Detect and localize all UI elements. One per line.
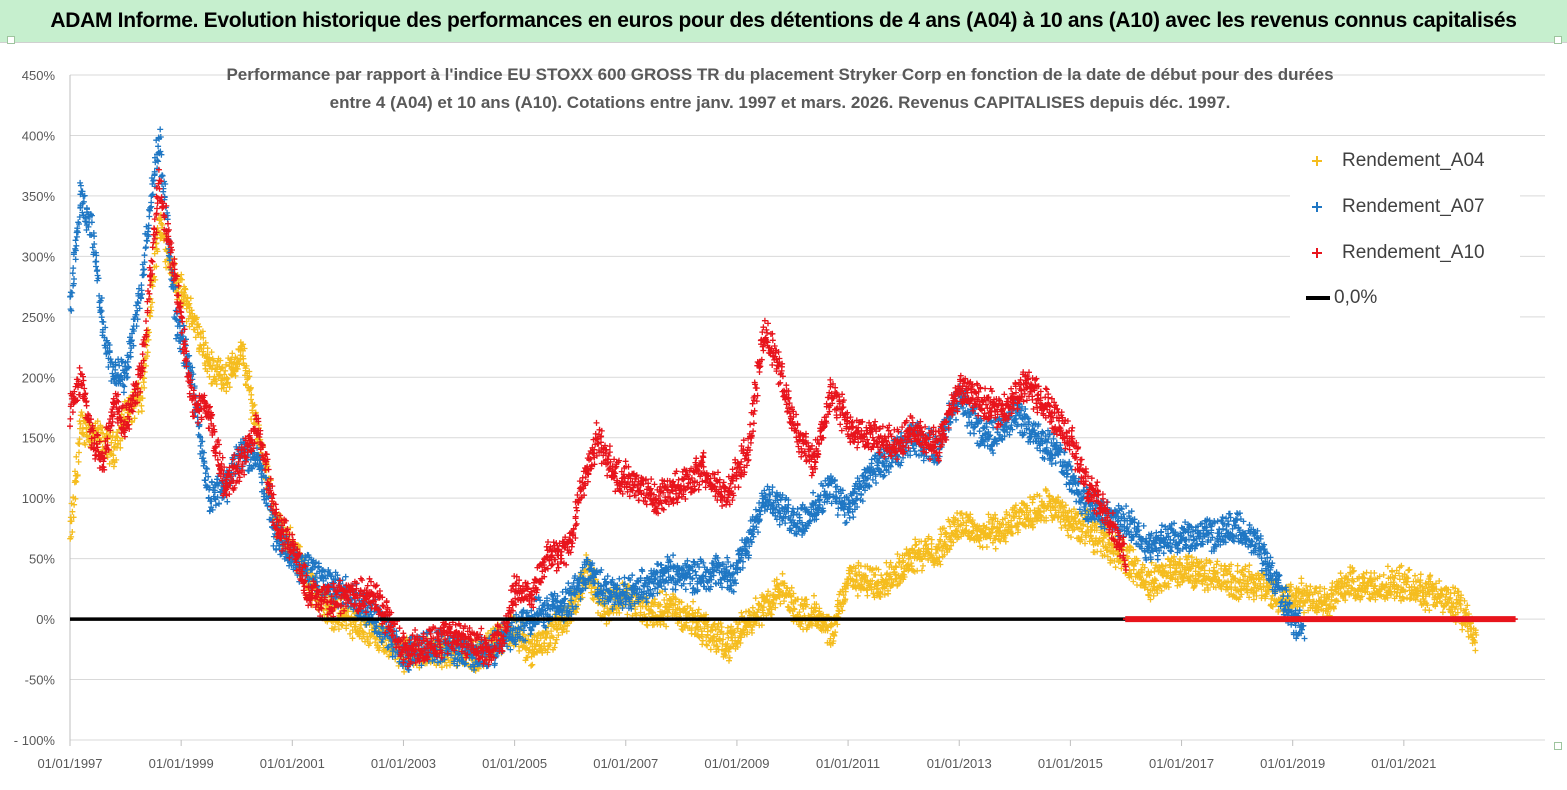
y-tick-label: 200%	[22, 370, 56, 385]
y-tick-label: 300%	[22, 249, 56, 264]
chart-resize-handle-bottom-right[interactable]	[1554, 742, 1562, 750]
y-tick-label: -50%	[25, 673, 56, 688]
x-tick-label: 01/01/2011	[816, 756, 880, 771]
chart-title-line-2: entre 4 (A04) et 10 ans (A10). Cotations…	[329, 93, 1231, 112]
plus-icon	[1312, 248, 1322, 258]
x-tick-label: 01/01/1999	[149, 756, 214, 771]
banner-resize-handle-left[interactable]	[7, 36, 15, 44]
legend-item-a04: Rendement_A04	[1290, 146, 1520, 176]
x-tick-label: 01/01/2007	[593, 756, 658, 771]
y-axis-ticks: 450% 400% 350% 300% 250% 200% 150% 100% 50% 0% -50…	[14, 68, 56, 748]
legend-label-a04: Rendement_A04	[1342, 150, 1485, 171]
y-tick-label: 250%	[22, 310, 56, 325]
chart-legend: Rendement_A04 Rendement_A07 Rendement_A1…	[1290, 140, 1520, 320]
x-tick-label: 01/01/2005	[482, 756, 547, 771]
x-axis-ticks: 01/01/1997 01/01/1999 01/01/2001 01/01/2003…	[37, 740, 1436, 771]
legend-item-zero: 0,0%	[1290, 283, 1520, 313]
y-tick-label: 0%	[36, 612, 55, 627]
zero-line-layer	[70, 616, 1518, 623]
x-tick-label: 01/01/2003	[371, 756, 436, 771]
x-tick-label: 01/01/2009	[704, 756, 769, 771]
legend-item-a07: Rendement_A07	[1290, 192, 1520, 222]
header-banner: ADAM Informe. Evolution historique des p…	[0, 0, 1567, 43]
y-tick-label: 350%	[22, 189, 56, 204]
chart-area: 450% 400% 350% 300% 250% 200% 150% 100% 50% 0% -50…	[14, 68, 1545, 771]
rendement-a10-points	[67, 166, 1129, 670]
rendement-a10-zero-band	[1123, 616, 1518, 623]
page-title: ADAM Informe. Evolution historique des p…	[50, 9, 1517, 32]
plus-icon	[1312, 202, 1322, 212]
series-rendement-a04	[67, 211, 1480, 675]
series-rendement-a10	[67, 166, 1129, 670]
x-tick-label: 01/01/2017	[1149, 756, 1214, 771]
y-tick-label: 100%	[22, 491, 56, 506]
legend-label-a07: Rendement_A07	[1342, 196, 1485, 217]
legend-item-a10: Rendement_A10	[1290, 238, 1520, 268]
line-icon	[1306, 296, 1330, 300]
x-tick-label: 01/01/2001	[260, 756, 325, 771]
legend-label-a10: Rendement_A10	[1342, 242, 1485, 263]
y-tick-label: - 100%	[14, 733, 56, 748]
banner-resize-handle-right[interactable]	[1554, 36, 1562, 44]
chart-title-line-1: Performance par rapport à l'indice EU ST…	[226, 65, 1334, 84]
x-tick-label: 01/01/2013	[927, 756, 992, 771]
x-tick-label: 01/01/2021	[1371, 756, 1436, 771]
chart-title: Performance par rapport à l'indice EU ST…	[180, 61, 1380, 117]
gridlines	[69, 74, 1545, 741]
x-tick-label: 01/01/2015	[1038, 756, 1103, 771]
x-tick-label: 01/01/2019	[1260, 756, 1325, 771]
y-tick-label: 450%	[22, 68, 56, 83]
y-tick-label: 400%	[22, 128, 56, 143]
y-tick-label: 150%	[22, 431, 56, 446]
legend-label-zero: 0,0%	[1334, 287, 1378, 308]
rendement-a04-points	[67, 211, 1480, 675]
plus-icon	[1312, 156, 1322, 166]
y-tick-label: 50%	[29, 552, 55, 567]
x-tick-label: 01/01/1997	[37, 756, 102, 771]
